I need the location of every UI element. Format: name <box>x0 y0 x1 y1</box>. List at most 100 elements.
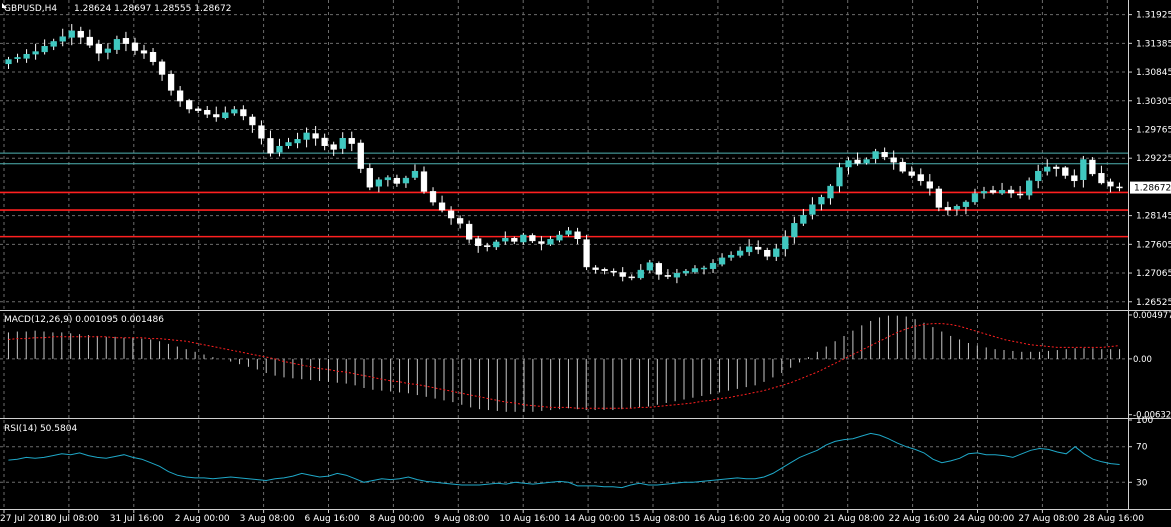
candle-body <box>303 132 310 140</box>
candle-body <box>1089 159 1096 175</box>
candle-body <box>1116 186 1123 189</box>
candle-body <box>493 241 500 248</box>
time-tick-label: 14 Aug 00:00 <box>564 514 625 524</box>
candle-body <box>41 46 48 53</box>
candle-body <box>610 270 617 273</box>
candle-body <box>718 257 726 265</box>
candle-body <box>511 238 518 242</box>
candle-body <box>538 241 545 244</box>
candle-body <box>583 239 590 268</box>
candle-body <box>944 207 952 211</box>
candle-body <box>773 248 780 257</box>
candle-body <box>727 254 735 258</box>
time-tick-label: 22 Aug 16:00 <box>889 514 950 524</box>
candle-body <box>23 53 30 59</box>
candle-body <box>77 30 84 38</box>
candle-body <box>1044 166 1051 172</box>
candlestick-series <box>5 24 1123 284</box>
candle-body <box>366 168 373 188</box>
time-tick-label: 28 Aug 16:00 <box>1083 514 1144 524</box>
candle-body <box>854 159 861 164</box>
candle-body <box>791 223 798 238</box>
candle-body <box>276 145 283 153</box>
time-tick-label: 9 Aug 08:00 <box>434 514 489 524</box>
candle-body <box>529 235 536 242</box>
time-tick-label: 31 Jul 16:00 <box>110 514 164 524</box>
time-tick-label: 3 Aug 08:00 <box>240 514 295 524</box>
macd-histogram <box>7 315 1121 412</box>
rsi-label: RSI(14) 50.5804 <box>4 424 77 434</box>
candle-body <box>393 177 401 184</box>
price-tick-label: 1.27065 <box>1136 269 1171 279</box>
time-tick-label: 8 Aug 00:00 <box>369 514 424 524</box>
candle-body <box>176 90 184 102</box>
candle-body <box>456 218 464 224</box>
current-price-marker: 1.28672 <box>1130 181 1171 194</box>
candle-body <box>962 201 970 207</box>
rsi-tick-label: 30 <box>1136 478 1148 488</box>
macd-tick-label: -0.006325 <box>1133 411 1171 421</box>
candle-body <box>709 262 717 269</box>
candle-body <box>231 109 238 114</box>
candle-body <box>971 193 979 203</box>
time-tick-label: 24 Aug 00:00 <box>954 514 1015 524</box>
price-tick-label: 1.31385 <box>1136 39 1171 49</box>
candle-body <box>1016 193 1024 196</box>
candle-body <box>809 204 816 215</box>
candle-body <box>86 36 93 46</box>
candle-body <box>980 191 988 194</box>
price-tick-label: 1.29765 <box>1136 125 1171 135</box>
rsi-tick-label: 70 <box>1136 443 1148 453</box>
candle-body <box>167 73 175 91</box>
candle-body <box>691 268 699 273</box>
macd-axis: 0.004977 0.00 -0.006325 <box>1128 311 1171 421</box>
macd-tick-label: 0.004977 <box>1133 311 1171 321</box>
current-price-label: 1.28672 <box>1134 184 1171 194</box>
candle-body <box>700 267 708 270</box>
rsi-tick-label: 100 <box>1136 416 1153 426</box>
candle-body <box>131 42 139 51</box>
candle-body <box>447 210 455 219</box>
candle-body <box>158 61 166 75</box>
candle-body <box>682 270 690 274</box>
candle-body <box>32 51 39 55</box>
candle-body <box>736 250 744 256</box>
rsi-line <box>8 432 1120 489</box>
time-tick-label: 16 Aug 16:00 <box>694 514 755 524</box>
candle-body <box>628 276 635 279</box>
candle-body <box>375 179 382 187</box>
candle-body <box>59 36 66 42</box>
candle-body <box>140 50 148 54</box>
candle-body <box>673 273 681 278</box>
candle-body <box>475 238 482 246</box>
candle-body <box>655 263 662 275</box>
time-tick-label: 27 Jul 2018 <box>0 514 51 524</box>
candle-body <box>348 138 355 144</box>
candle-body <box>240 109 247 117</box>
candle-body <box>935 188 942 208</box>
candle-body <box>411 170 419 178</box>
candle-body <box>574 231 581 239</box>
time-tick-label: 30 Jul 08:00 <box>45 514 99 524</box>
candle-body <box>384 177 392 181</box>
rsi-panel[interactable]: RSI(14) 50.5804 <box>4 424 1120 489</box>
candle-body <box>547 239 554 245</box>
panel-frames <box>0 0 1171 510</box>
candle-body <box>484 245 491 247</box>
time-tick-label: 15 Aug 08:00 <box>629 514 690 524</box>
price-axis[interactable]: 1.31925 1.31385 1.30845 1.30305 1.29765 1.292… <box>1128 11 1171 308</box>
candle-body <box>50 41 57 47</box>
candle-body <box>113 39 121 50</box>
grid-lines <box>0 0 1128 509</box>
price-panel[interactable]: GBPUSD,H4 1.28624 1.28697 1.28555 1.2867… <box>0 3 1128 284</box>
macd-panel[interactable]: MACD(12,26,9) 0.001095 0.001486 <box>4 315 1121 412</box>
candle-body <box>1080 159 1087 180</box>
candle-body <box>339 138 346 149</box>
candle-body <box>1107 181 1114 187</box>
candle-body <box>1026 180 1033 196</box>
candle-body <box>953 206 961 210</box>
macd-label: MACD(12,26,9) 0.001095 0.001486 <box>4 315 164 325</box>
triangle-down-icon <box>2 3 7 8</box>
